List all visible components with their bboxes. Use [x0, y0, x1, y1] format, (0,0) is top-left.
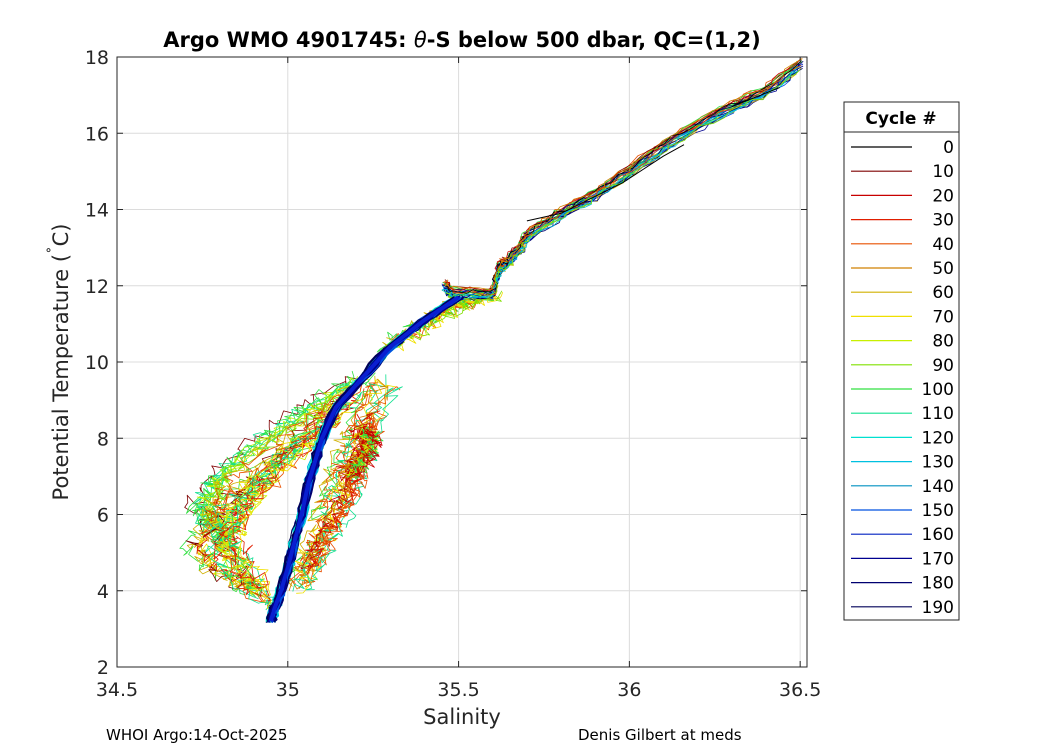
- legend-label: 170: [922, 549, 954, 569]
- footer-left: WHOI Argo:14-Oct-2025: [106, 726, 288, 744]
- profile-line: [394, 290, 503, 346]
- profile-line: [731, 87, 780, 108]
- profile-line: [441, 65, 802, 298]
- legend-label: 60: [932, 283, 954, 303]
- x-tick-label: 36.5: [779, 679, 821, 701]
- legend-label: 140: [922, 477, 954, 497]
- data-lines: [179, 58, 804, 624]
- y-tick-label: 8: [97, 428, 109, 450]
- legend-items: 0 10 20 30 40 50 60 70 80 90 100 110 120 130 140 150 160…: [851, 138, 954, 618]
- profile-line: [346, 426, 383, 481]
- legend-label: 40: [932, 235, 954, 255]
- profile-line: [228, 391, 362, 589]
- legend-label: 30: [932, 211, 954, 231]
- legend-label: 50: [932, 259, 954, 279]
- x-tick-label: 35.5: [437, 679, 479, 701]
- profile-line: [446, 69, 801, 300]
- x-axis-label: Salinity: [423, 705, 501, 729]
- y-tick-label: 14: [85, 200, 109, 222]
- legend-label: 130: [922, 453, 954, 473]
- legend-label: 120: [922, 428, 954, 448]
- legend-label: 190: [922, 598, 954, 618]
- legend-label: 80: [932, 332, 954, 352]
- profile-line: [212, 411, 358, 609]
- y-tick-label: 12: [85, 276, 109, 298]
- legend-label: 180: [922, 574, 954, 594]
- y-tick-label: 6: [97, 505, 109, 527]
- profile-line: [445, 68, 803, 301]
- legend-label: 10: [932, 162, 954, 182]
- x-tick-label: 34.5: [96, 679, 138, 701]
- y-tick-label: 2: [97, 657, 109, 679]
- legend-label: 100: [922, 380, 954, 400]
- core-profile-line: [268, 295, 460, 622]
- y-tick-label: 4: [97, 581, 109, 603]
- x-tick-label: 36: [617, 679, 641, 701]
- legend-label: 110: [922, 404, 954, 424]
- profile-line: [222, 421, 341, 601]
- profile-line: [446, 66, 800, 296]
- legend-title: Cycle #: [865, 109, 936, 129]
- profile-line: [203, 385, 352, 554]
- legend-label: 150: [922, 501, 954, 521]
- y-tick-labels: 2 4 6 8 10 12 14 16 18: [85, 47, 109, 679]
- footer-right: Denis Gilbert at meds: [578, 726, 742, 744]
- x-tick-labels: 34.5 35 35.5 36 36.5: [96, 679, 821, 701]
- profile-line: [292, 413, 369, 567]
- legend-label: 70: [932, 307, 954, 327]
- legend-label: 20: [932, 186, 954, 206]
- profile-line: [526, 144, 685, 222]
- legend: Cycle # 0 10 20 30 40 50 60 70 80 90 100 110 120 130 1…: [843, 101, 960, 621]
- x-tick-label: 35: [276, 679, 300, 701]
- profile-line: [232, 388, 365, 597]
- y-tick-label: 18: [85, 47, 109, 69]
- profile-line: [197, 402, 338, 596]
- tick-marks: [116, 56, 807, 668]
- legend-label: 0: [943, 138, 954, 158]
- y-tick-label: 16: [85, 123, 109, 145]
- y-tick-label: 10: [85, 352, 109, 374]
- profile-line: [445, 60, 802, 294]
- legend-label: 160: [922, 525, 954, 545]
- profile-line: [225, 393, 361, 597]
- chart-title: Argo WMO 4901745: θ-S below 500 dbar, QC…: [163, 28, 760, 52]
- legend-label: 90: [932, 356, 954, 376]
- y-axis-label: Potential Temperature (˚C): [46, 224, 73, 501]
- profile-line: [346, 426, 384, 480]
- profile-line: [186, 370, 355, 540]
